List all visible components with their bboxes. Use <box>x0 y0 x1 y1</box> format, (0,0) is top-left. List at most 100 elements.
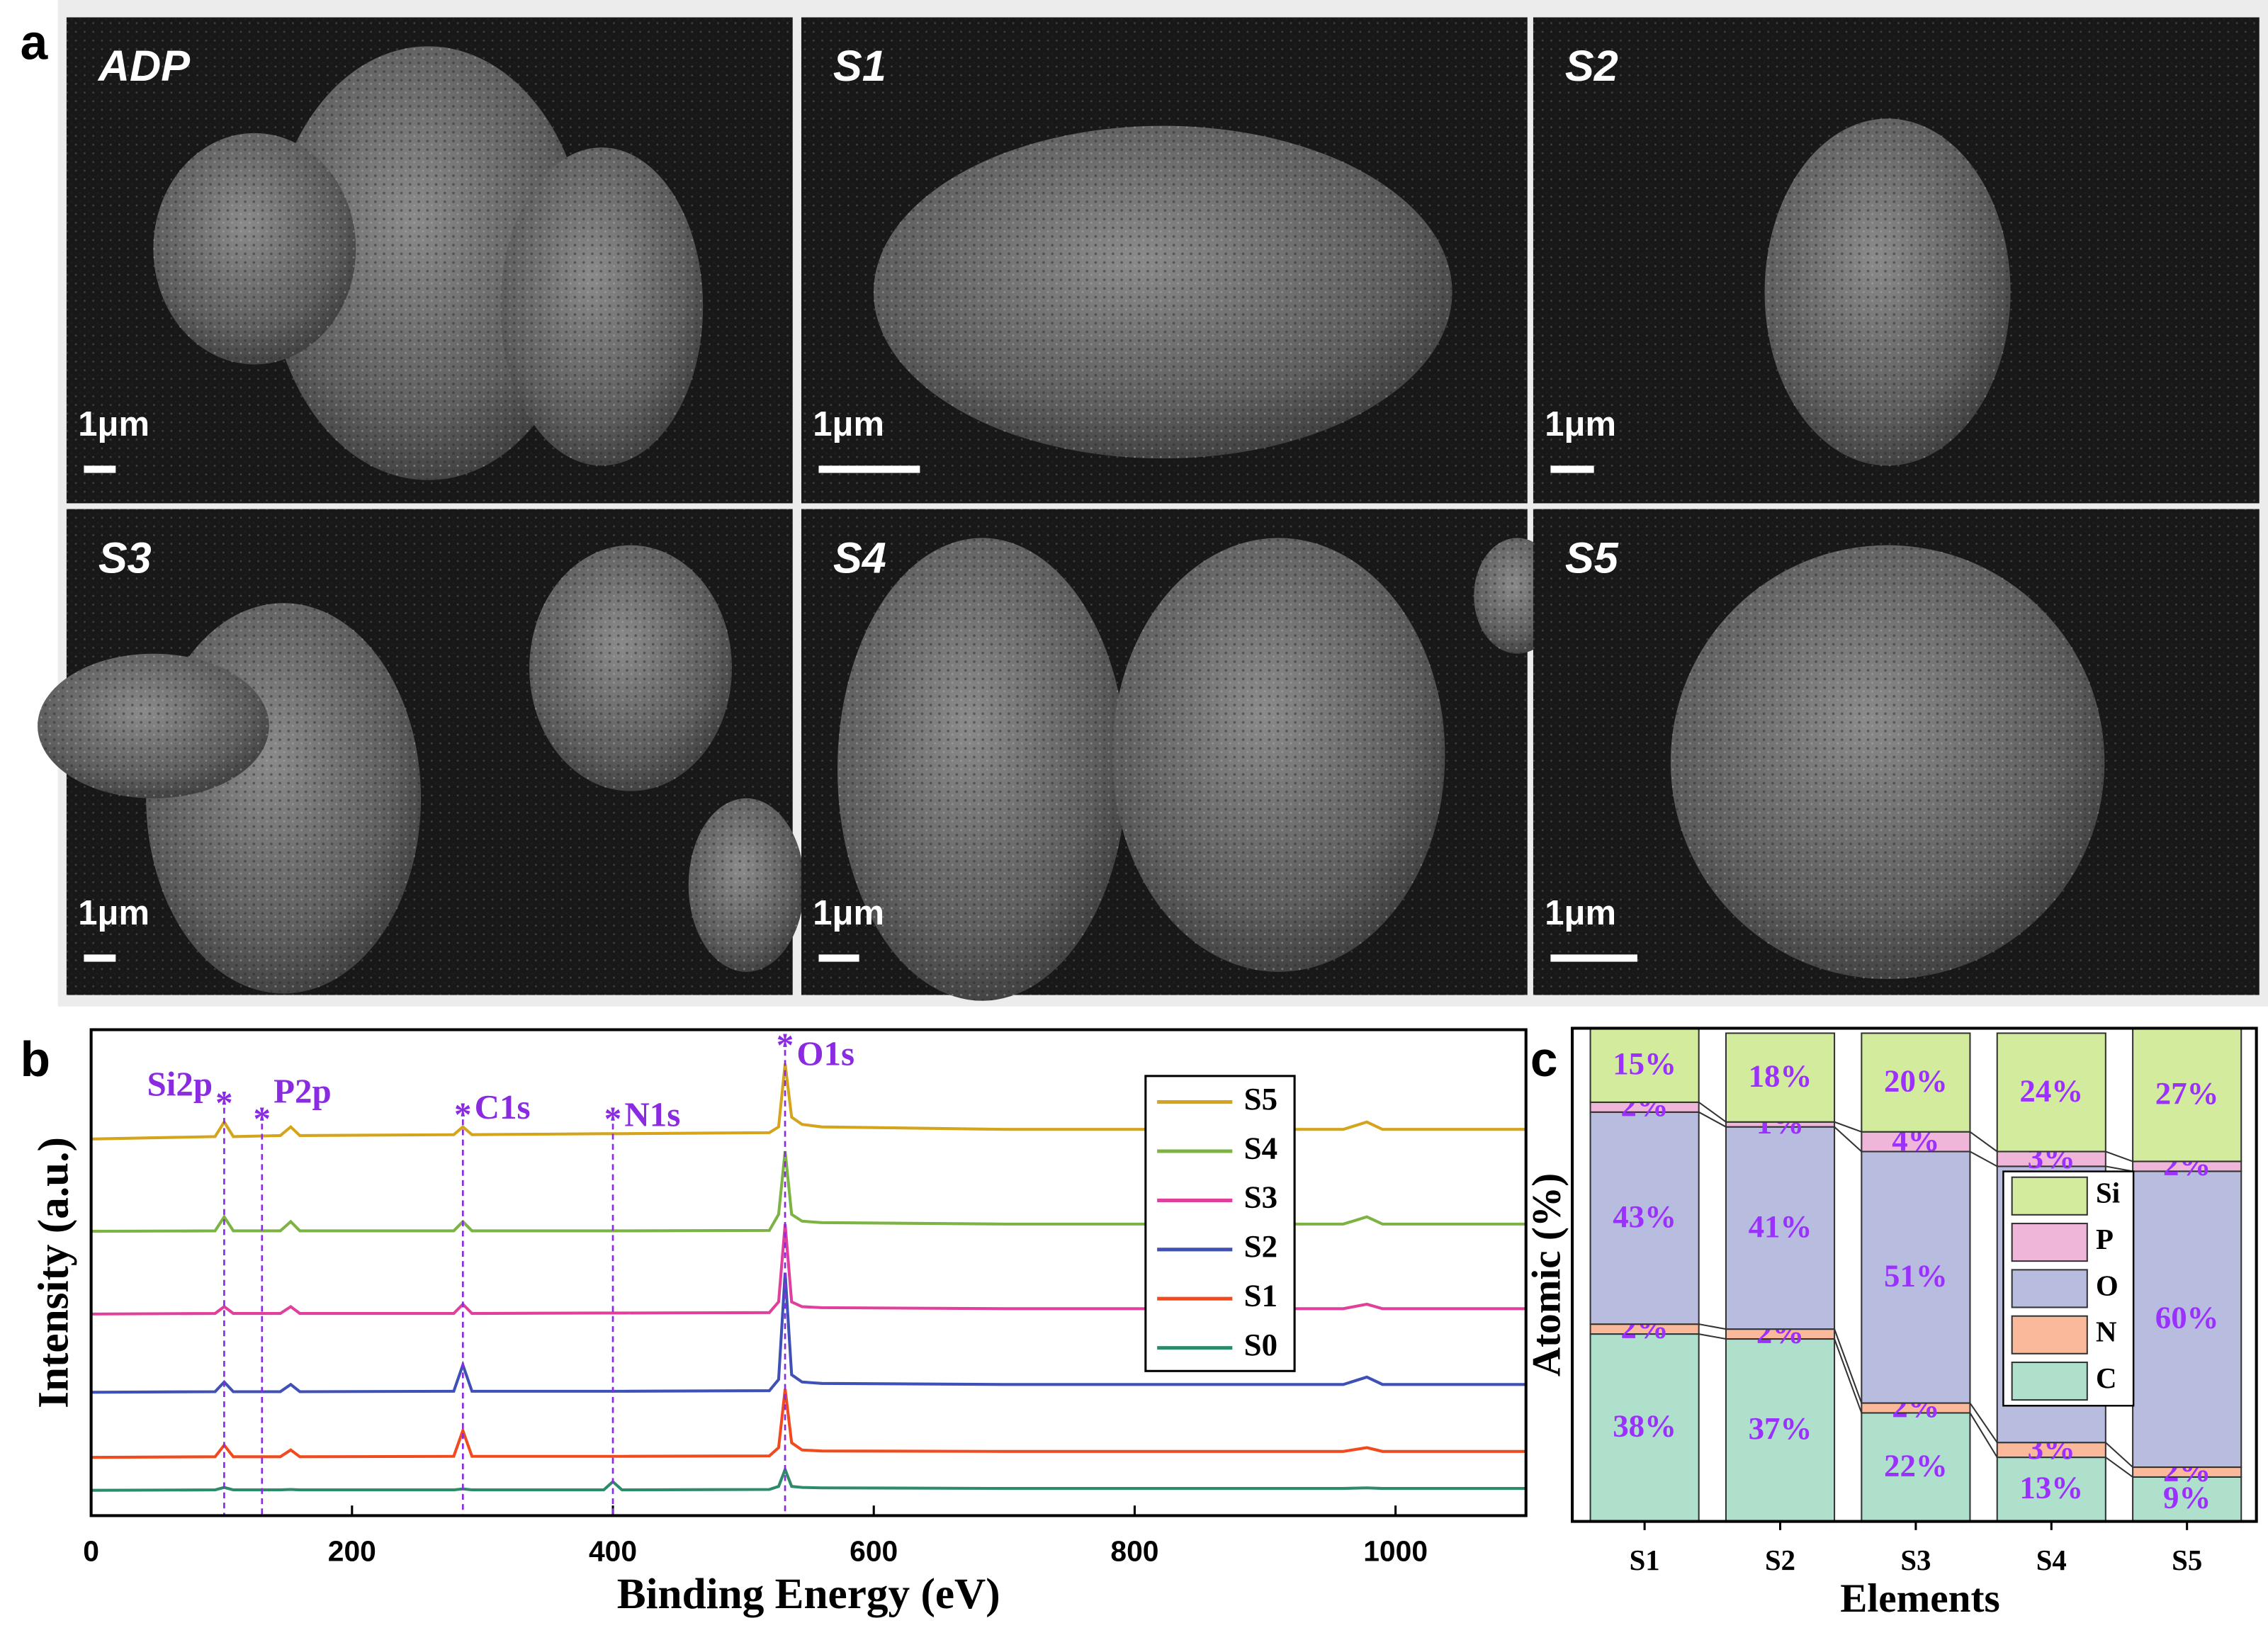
connector <box>1969 1412 1998 1458</box>
connector <box>2105 1165 2133 1172</box>
legend-label: S5 <box>1244 1081 1277 1116</box>
value-label: 9% <box>2163 1480 2211 1515</box>
x-tick-label: S2 <box>1765 1544 1795 1576</box>
image-title: S1 <box>833 42 886 90</box>
plot-frame <box>89 1028 1528 1517</box>
connector <box>1969 1150 1998 1167</box>
peak-label: O1s <box>796 1034 854 1073</box>
bar-segment <box>1589 1027 1700 1103</box>
scale-bar <box>1550 954 1637 962</box>
scale-bar <box>1550 465 1594 473</box>
particle-texture <box>153 132 356 365</box>
connector <box>1698 1111 1727 1128</box>
scale-bar <box>818 954 859 962</box>
x-tick-label: 800 <box>1110 1534 1158 1567</box>
legend-swatch <box>2011 1176 2088 1216</box>
value-label: 15% <box>1613 1046 1676 1081</box>
bar-segment <box>2132 1027 2242 1163</box>
peak-label: Si2p <box>147 1064 213 1103</box>
bar-segment <box>1861 1150 1971 1404</box>
value-label: 37% <box>1749 1410 1812 1446</box>
scale-bar-label: 1μm <box>813 405 884 443</box>
legend-swatch <box>2011 1362 2088 1401</box>
legend-label: P <box>2096 1223 2114 1255</box>
bar-segment <box>1996 1032 2106 1153</box>
value-label: 27% <box>2155 1075 2219 1111</box>
peak-marker: * <box>777 1025 794 1064</box>
image-title: S3 <box>98 533 152 582</box>
peak-marker: * <box>604 1099 622 1138</box>
particle-texture <box>529 545 732 791</box>
x-tick-label: S5 <box>2172 1544 2202 1576</box>
spectrum-line <box>91 1465 1526 1492</box>
bar-segment <box>2132 1170 2242 1469</box>
particle-texture <box>837 538 1127 1001</box>
bar-segment <box>1725 1126 1836 1330</box>
connector <box>1834 1338 1863 1413</box>
sem-image: S4 1μm <box>801 509 1561 1001</box>
connector <box>1969 1402 1998 1443</box>
particle-texture <box>269 46 587 480</box>
scale-bar <box>84 954 116 962</box>
legend-label: N <box>2096 1316 2116 1348</box>
spectrum-line <box>91 1272 1526 1394</box>
legend-swatch <box>2011 1315 2088 1355</box>
peak-marker: * <box>454 1095 472 1133</box>
spectrum-line <box>91 1389 1526 1459</box>
image-title: S5 <box>1565 533 1619 582</box>
legend-label: C <box>2096 1362 2116 1394</box>
legend-box <box>1144 1075 1296 1372</box>
peak-label: P2p <box>273 1072 332 1111</box>
scale-bar-label: 1μm <box>1545 894 1616 932</box>
value-label: 22% <box>1884 1447 1948 1483</box>
peak-label: N1s <box>624 1095 680 1133</box>
connector <box>2105 1150 2133 1163</box>
scale-bar-label: 1μm <box>78 894 149 932</box>
connector <box>1698 1323 1727 1330</box>
connector <box>2105 1457 2133 1478</box>
image-title: S2 <box>1565 42 1618 90</box>
value-label: 41% <box>1749 1209 1812 1244</box>
bar-segment <box>1589 1111 1700 1325</box>
x-tick-label: S4 <box>2036 1544 2067 1576</box>
sem-image: ADP 1μm <box>66 17 793 504</box>
value-label: 60% <box>2155 1300 2219 1335</box>
sem-image: S5 1μm <box>1533 509 2259 995</box>
x-tick-label: 400 <box>589 1534 637 1567</box>
y-axis-label: Atomic (%) <box>1525 1173 1569 1376</box>
scale-bar <box>84 465 116 473</box>
value-label: 43% <box>1613 1199 1676 1234</box>
scale-bar-label: 1μm <box>1545 405 1616 443</box>
sem-image: S3 1μm <box>38 509 805 995</box>
scale-bar-label: 1μm <box>813 894 884 932</box>
connector <box>1698 1333 1727 1340</box>
plot-frame <box>1571 1027 2258 1523</box>
spectrum-line <box>91 1223 1526 1316</box>
particle-texture <box>500 147 704 466</box>
spectrum-line <box>91 1063 1526 1141</box>
legend-label: Si <box>2096 1177 2120 1209</box>
value-label: 24% <box>2019 1073 2083 1108</box>
image-title: S4 <box>833 533 886 582</box>
x-tick-label: 1000 <box>1363 1534 1428 1567</box>
image-title: ADP <box>97 42 190 90</box>
sem-panels: ADP 1μm S1 1μm S2 1μm S3 1μm S4 1μm S5 1μm <box>38 17 2259 1001</box>
particle-texture <box>874 125 1452 459</box>
x-tick-label: 0 <box>83 1534 99 1567</box>
connector <box>1834 1126 1863 1153</box>
panel-label: b <box>21 1031 50 1087</box>
bar-segment <box>2132 1476 2242 1522</box>
particle-texture <box>1764 118 2011 466</box>
bar-segment <box>1996 1457 2106 1522</box>
chart-b: b 0 200 400 600 800 1000 Binding Energy (eV) Int… <box>21 1025 1528 1618</box>
bar-segment <box>1861 1131 1971 1153</box>
y-axis-label: Intensity (a.u.) <box>30 1137 78 1408</box>
x-axis-label: Elements <box>1840 1576 1999 1621</box>
panel-label: c <box>1530 1031 1558 1087</box>
peak-marker: * <box>254 1099 271 1138</box>
connector <box>1698 1102 1727 1123</box>
x-tick-label: S3 <box>1900 1544 1931 1576</box>
